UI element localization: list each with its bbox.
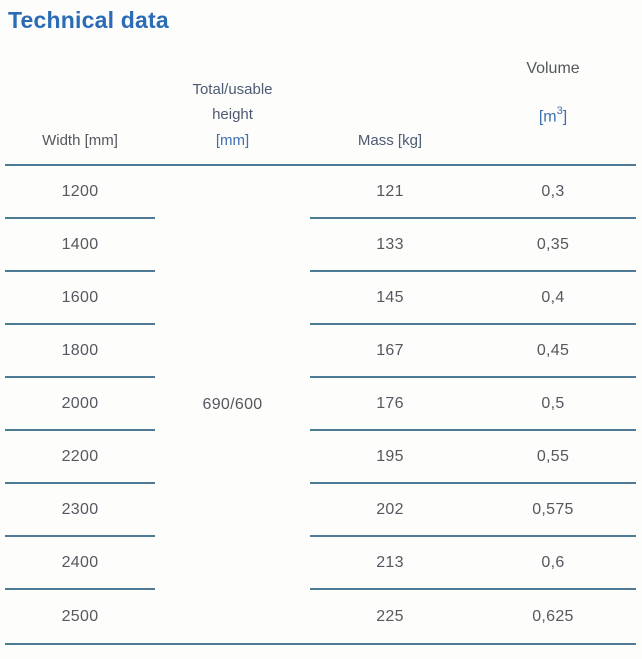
mass-cell: 195 xyxy=(310,431,470,484)
merged-height-cell: 690/600 xyxy=(202,395,263,413)
volume-cell: 0,55 xyxy=(470,431,636,484)
table-row: 2400 213 0,6 xyxy=(5,537,636,590)
volume-cell: 0,625 xyxy=(532,607,574,625)
height-cell-spacer xyxy=(155,166,310,219)
width-cell: 1400 xyxy=(5,219,155,272)
table-row: 2000 176 0,5 xyxy=(5,378,636,431)
height-cell-spacer xyxy=(155,537,310,590)
table-row: 1200 121 0,3 xyxy=(5,166,636,219)
height-cell-spacer xyxy=(155,325,310,378)
volume-cell: 0,6 xyxy=(470,537,636,590)
volume-cell: 0,3 xyxy=(470,166,636,219)
height-cell-spacer xyxy=(155,484,310,537)
table-body: 690/600 1200 121 0,3 1400 133 0,35 1600 … xyxy=(5,166,636,645)
width-cell: 2200 xyxy=(5,431,155,484)
volume-cell: 0,575 xyxy=(470,484,636,537)
width-cell: 1200 xyxy=(5,166,155,219)
table-row: 1600 145 0,4 xyxy=(5,272,636,325)
volume-cell: 0,4 xyxy=(470,272,636,325)
table-row: 2200 195 0,55 xyxy=(5,431,636,484)
technical-data-table: Width [mm] Total/usable height [mm] Mass… xyxy=(0,34,642,645)
header-width-label: Width [mm] xyxy=(42,132,118,149)
page-title: Technical data xyxy=(8,7,169,33)
height-cell-spacer xyxy=(155,590,310,643)
header-volume-unit: [m3] xyxy=(538,105,568,126)
table-row: 1400 133 0,35 xyxy=(5,219,636,272)
width-cell: 2000 xyxy=(5,378,155,431)
table-row: 2300 202 0,575 xyxy=(5,484,636,537)
volume-cell: 0,45 xyxy=(470,325,636,378)
header-width: Width [mm] xyxy=(5,34,155,164)
volume-cell: 0,35 xyxy=(470,219,636,272)
header-mass-label: Mass [kg] xyxy=(357,132,423,149)
width-cell: 2400 xyxy=(5,537,155,590)
mass-cell: 176 xyxy=(310,378,470,431)
header-height-line1: Total/usable xyxy=(192,81,273,98)
header-height: Total/usable height [mm] xyxy=(155,34,310,164)
mass-cell: 167 xyxy=(310,325,470,378)
table-row: 1800 167 0,45 xyxy=(5,325,636,378)
mass-cell: 202 xyxy=(310,484,470,537)
header-volume: Volume [m3] xyxy=(470,34,636,164)
header-mass: Mass [kg] xyxy=(310,34,470,164)
table-header-row: Width [mm] Total/usable height [mm] Mass… xyxy=(5,34,636,166)
width-cell: 1800 xyxy=(5,325,155,378)
height-cell-spacer xyxy=(155,272,310,325)
table-row: 2500 225 0,625 xyxy=(5,590,636,643)
header-height-unit: [mm] xyxy=(215,132,250,149)
mass-cell: 133 xyxy=(310,219,470,272)
volume-cell: 0,5 xyxy=(470,378,636,431)
height-cell-spacer xyxy=(155,219,310,272)
header-volume-label: Volume xyxy=(526,60,580,77)
technical-data-page: Technical data Width [mm] Total/usable h… xyxy=(0,7,642,659)
mass-cell: 145 xyxy=(310,272,470,325)
width-cell: 1600 xyxy=(5,272,155,325)
height-cell-spacer xyxy=(155,431,310,484)
width-cell: 2300 xyxy=(5,484,155,537)
mass-cell: 121 xyxy=(310,166,470,219)
mass-cell: 225 xyxy=(376,607,404,625)
width-cell: 2500 xyxy=(61,607,99,625)
mass-cell: 213 xyxy=(310,537,470,590)
header-volume-unit-superscript: 3 xyxy=(556,105,563,117)
header-height-line2: height xyxy=(212,106,253,123)
